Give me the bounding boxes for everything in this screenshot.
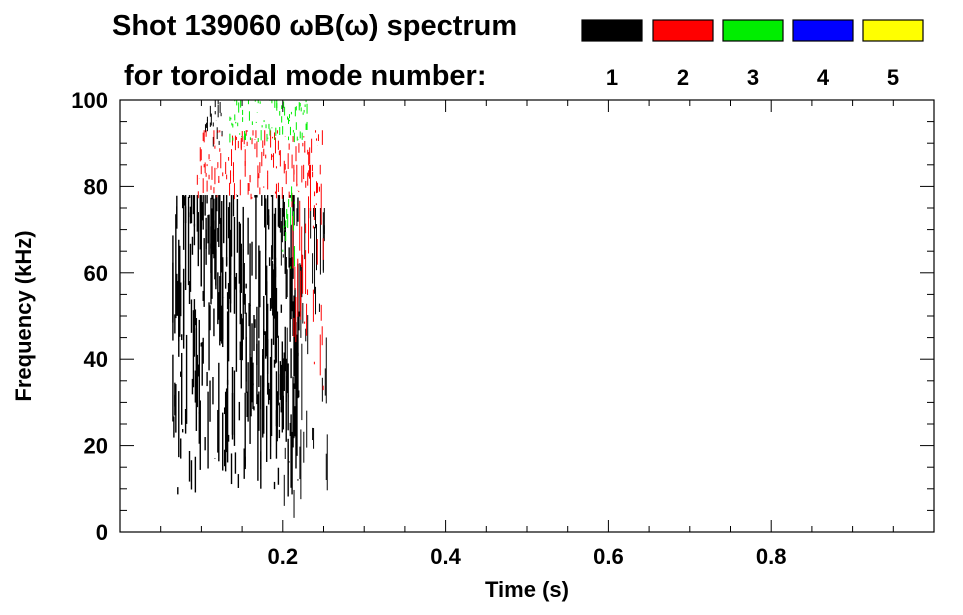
legend-swatch-mode-1: [581, 19, 643, 42]
legend-label-mode-3: 3: [747, 65, 759, 90]
y-tick-label: 100: [71, 88, 108, 113]
legend-label-mode-1: 1: [606, 65, 618, 90]
legend-swatch-mode-2: [652, 19, 714, 42]
plot-frame: [119, 99, 935, 533]
mode-legend: 1 2 3 4 5: [581, 19, 924, 90]
legend-swatch-mode-4: [792, 19, 854, 42]
x-tick-label: 0.2: [268, 544, 299, 569]
plot-area: 0.2 0.4 0.6 0.8 0 20 40 60 80 100: [71, 88, 935, 569]
legend-swatch-mode-3: [722, 19, 784, 42]
legend-label-mode-4: 4: [817, 65, 830, 90]
axis-ticks: 0.2 0.4 0.6 0.8 0 20 40 60 80 100: [71, 88, 934, 569]
y-tick-label: 40: [84, 347, 108, 372]
x-tick-label: 0.8: [756, 544, 787, 569]
chart-title-line1: Shot 139060 ωB(ω) spectrum: [112, 10, 517, 42]
legend-label-mode-2: 2: [677, 65, 689, 90]
y-tick-label: 0: [96, 520, 108, 545]
legend-swatch-mode-5: [862, 19, 924, 42]
y-tick-label: 80: [84, 174, 108, 199]
chart-title-line2: for toroidal mode number:: [124, 60, 487, 92]
x-tick-label: 0.6: [593, 544, 624, 569]
x-tick-label: 0.4: [430, 544, 461, 569]
y-tick-label: 20: [84, 434, 108, 459]
x-axis-label: Time (s): [485, 577, 569, 602]
legend-label-mode-5: 5: [887, 65, 899, 90]
spectrum-data: [172, 100, 328, 518]
y-axis-label: Frequency (kHz): [11, 230, 36, 401]
y-tick-label: 60: [84, 261, 108, 286]
